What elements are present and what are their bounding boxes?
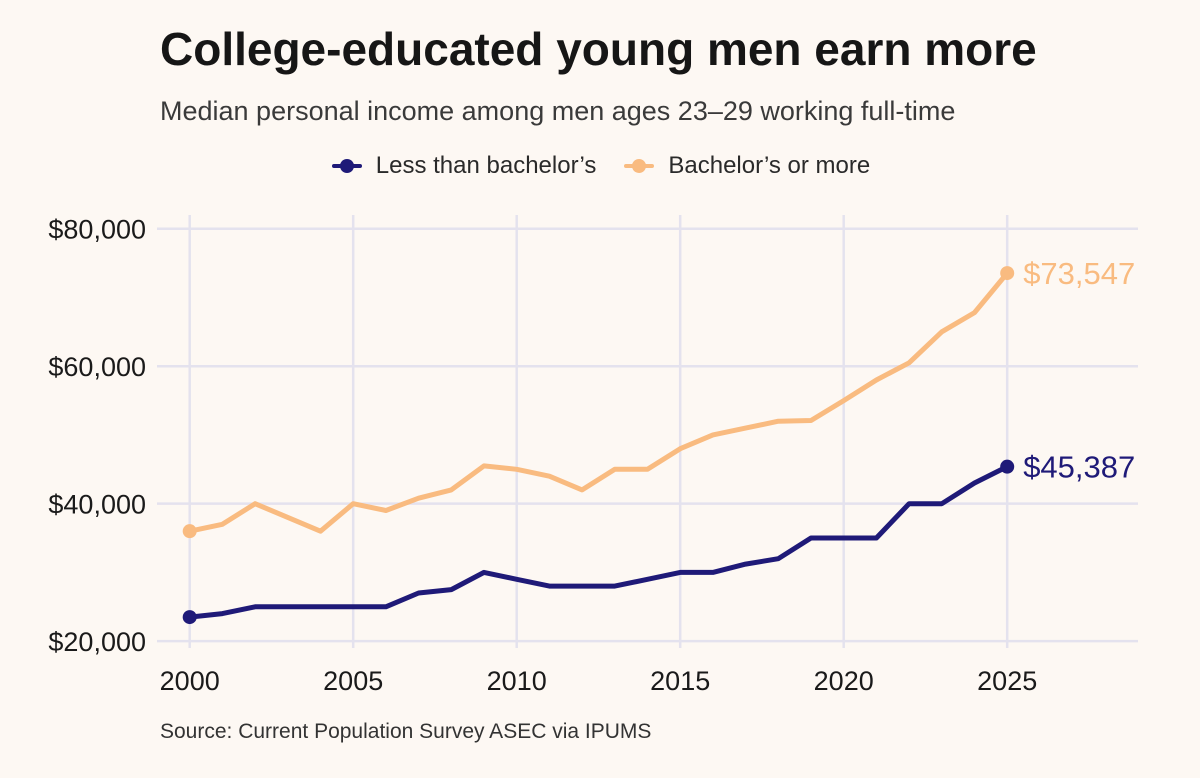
y-tick-label: $20,000 [48, 627, 146, 657]
x-tick-label: 2025 [977, 666, 1037, 696]
legend-item-less-than-bachelors: Less than bachelor’s [330, 152, 597, 180]
chart-subtitle: Median personal income among men ages 23… [160, 96, 956, 126]
legend-key-bachelors-or-more [622, 157, 656, 175]
end-value-label-bachelors-or-more: $73,547 [1023, 256, 1135, 291]
legend: Less than bachelor’s Bachelor’s or more [0, 152, 1200, 180]
series-line-less-than-bachelors [187, 464, 1010, 620]
y-tick-label: $80,000 [48, 215, 146, 245]
y-tick-label: $60,000 [48, 352, 146, 382]
series-start-point-bachelors-or-more [182, 524, 197, 539]
series-line-bachelors-or-more [187, 270, 1010, 534]
x-tick-label: 2010 [487, 666, 547, 696]
x-tick-label: 2020 [814, 666, 874, 696]
series-start-point-less-than-bachelors [182, 610, 197, 625]
series-end-point-less-than-bachelors [1000, 459, 1015, 474]
legend-item-bachelors-or-more: Bachelor’s or more [622, 152, 870, 180]
x-tick-label: 2005 [323, 666, 383, 696]
x-tick-label: 2015 [650, 666, 710, 696]
legend-key-less-than-bachelors [330, 157, 364, 175]
y-tick-label: $40,000 [48, 490, 146, 520]
end-value-label-less-than-bachelors: $45,387 [1023, 450, 1135, 485]
source-note: Source: Current Population Survey ASEC v… [160, 720, 652, 743]
chart-title: College-educated young men earn more [160, 23, 1037, 75]
legend-label-bachelors-or-more: Bachelor’s or more [668, 152, 871, 179]
legend-label-less-than-bachelors: Less than bachelor’s [375, 152, 597, 179]
x-tick-label: 2000 [160, 666, 220, 696]
series-end-point-bachelors-or-more [1000, 266, 1015, 281]
